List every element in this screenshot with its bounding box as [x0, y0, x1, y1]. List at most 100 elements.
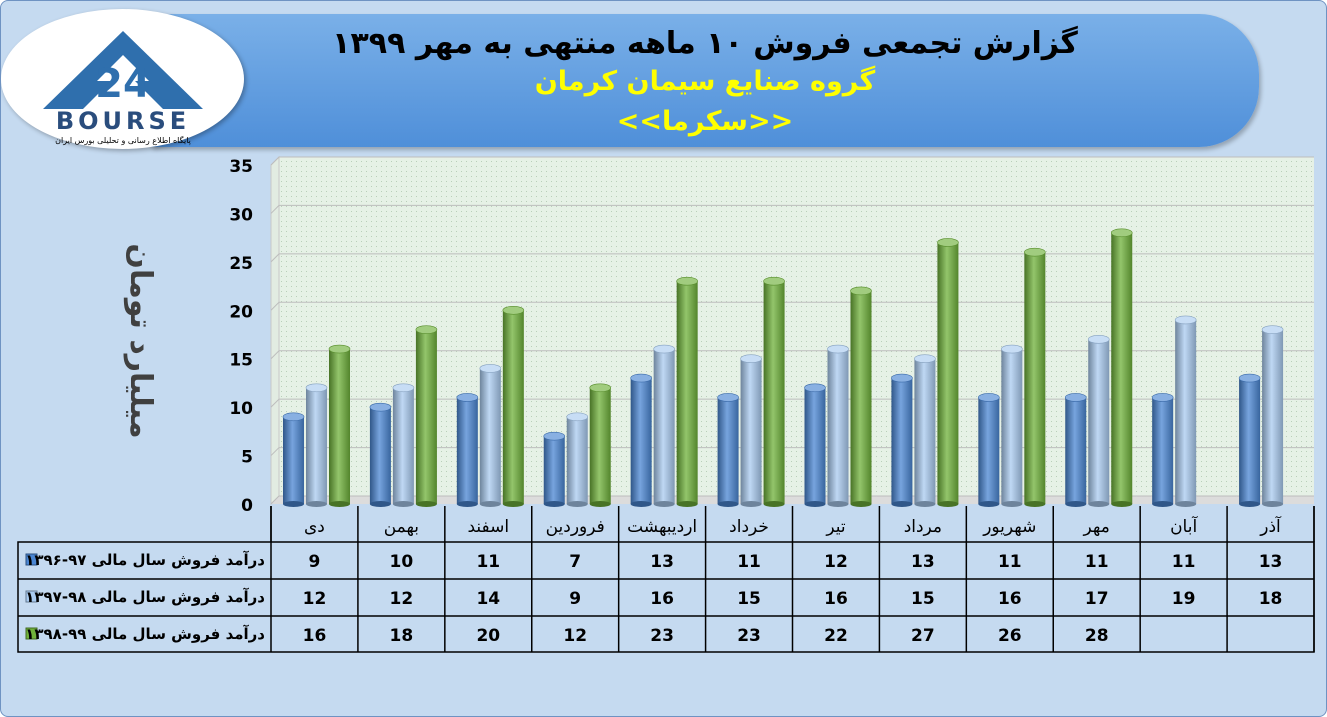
bar	[937, 238, 959, 507]
data-label: 20	[476, 626, 500, 646]
y-tick-label: 15	[229, 351, 253, 371]
plot-back-wall	[279, 157, 1314, 496]
data-label: 26	[998, 626, 1022, 646]
bar	[1087, 335, 1110, 507]
bar	[282, 412, 305, 507]
x-tick-label: آبان	[1170, 515, 1198, 537]
bar	[1174, 315, 1197, 507]
y-tick-label: 10	[229, 399, 253, 419]
data-label: 13	[650, 552, 674, 572]
data-label: 11	[737, 552, 761, 572]
y-tick-label: 0	[241, 496, 253, 516]
plot-floor	[271, 496, 1314, 504]
ticker-symbol: <<سکرما>>	[616, 106, 794, 137]
legend-swatch	[25, 553, 38, 566]
x-tick-label: فروردین	[546, 517, 605, 537]
y-tick-label: 30	[229, 205, 253, 225]
gridline	[270, 301, 1314, 311]
title-banner: گزارش تجمعی فروش ۱۰ ماهه منتهی به مهر ۱۳…	[151, 14, 1259, 147]
data-label: 14	[476, 589, 500, 609]
bar	[415, 325, 438, 507]
data-label: 15	[911, 589, 935, 609]
company-name: گروه صنایع سیمان کرمان	[534, 66, 876, 97]
bar	[502, 305, 525, 507]
x-tick-label: آذر	[1259, 515, 1282, 537]
legend-swatch	[25, 627, 38, 640]
legend-swatch	[25, 590, 38, 603]
bar	[653, 344, 675, 507]
data-label: 9	[309, 552, 321, 572]
data-label: 9	[569, 589, 581, 609]
bar	[676, 276, 698, 507]
data-label: 16	[303, 626, 327, 646]
gridline	[270, 204, 1314, 214]
gridline	[270, 398, 1314, 408]
legend-entry: درآمد فروش سال مالی ۹۷-۱۳۹۶	[25, 551, 265, 569]
data-label: 23	[737, 626, 761, 646]
bar	[1110, 228, 1133, 507]
bar	[850, 286, 872, 507]
data-label: 18	[1259, 589, 1283, 609]
bourse24-logo-icon: 24 BOURSE پایگاه اطلاع رسانی و تحلیلی بو…	[43, 31, 203, 145]
bourse24-logo: 24 BOURSE پایگاه اطلاع رسانی و تحلیلی بو…	[1, 9, 244, 149]
bar	[543, 431, 566, 507]
bar	[589, 383, 612, 507]
data-label: 16	[998, 589, 1022, 609]
data-label: 15	[737, 589, 761, 609]
bar	[456, 393, 479, 507]
legend-entry: درآمد فروش سال مالی ۹۹-۱۳۹۸	[25, 625, 265, 643]
logo-tagline: پایگاه اطلاع رسانی و تحلیلی بورس ایران	[55, 135, 191, 145]
bar	[1024, 247, 1046, 507]
bar	[305, 383, 328, 507]
bar	[804, 383, 826, 507]
bar	[1261, 325, 1284, 507]
bar	[1151, 393, 1174, 507]
bar	[978, 393, 1000, 507]
data-label: 11	[998, 552, 1022, 572]
x-tick-label: مهر	[1083, 517, 1110, 537]
x-tick-label: خرداد	[729, 517, 769, 537]
data-label: 18	[390, 626, 414, 646]
report-title: گزارش تجمعی فروش ۱۰ ماهه منتهی به مهر ۱۳…	[332, 26, 1078, 61]
bar	[914, 354, 936, 507]
data-label: 11	[1172, 552, 1196, 572]
legend-entry: درآمد فروش سال مالی ۹۸-۱۳۹۷	[25, 588, 265, 606]
bar	[1064, 393, 1087, 507]
x-tick-label: شهریور	[982, 517, 1036, 537]
data-label: 16	[824, 589, 848, 609]
data-label: 12	[390, 589, 414, 609]
bar	[1238, 373, 1261, 507]
data-label: 13	[1259, 552, 1283, 572]
y-tick-label: 25	[229, 254, 253, 274]
gridline	[270, 253, 1314, 263]
x-tick-label: تیر	[825, 517, 846, 537]
y-tick-label: 35	[229, 157, 253, 177]
gridline	[270, 156, 1314, 166]
data-label: 13	[911, 552, 935, 572]
gridline	[270, 495, 1314, 505]
data-label: 23	[650, 626, 674, 646]
data-label: 17	[1085, 589, 1109, 609]
data-label: 10	[390, 552, 414, 572]
bar	[740, 354, 762, 507]
data-label: 19	[1172, 589, 1196, 609]
y-axis-label: میلیارد تومان	[123, 243, 158, 438]
x-tick-label: اسفند	[467, 517, 509, 537]
gridline	[270, 350, 1314, 360]
bar	[1001, 344, 1023, 507]
gridline	[270, 447, 1314, 456]
data-label: 12	[824, 552, 848, 572]
y-tick-label: 20	[229, 302, 253, 322]
bar	[891, 373, 913, 507]
x-tick-label: دی	[304, 517, 325, 537]
x-tick-label: مرداد	[904, 517, 942, 537]
data-label: 7	[569, 552, 581, 572]
bar	[763, 276, 785, 507]
x-tick-label: بهمن	[384, 517, 419, 537]
data-label: 11	[476, 552, 500, 572]
bar	[827, 344, 849, 507]
bar	[566, 412, 589, 507]
data-label: 27	[911, 626, 935, 646]
